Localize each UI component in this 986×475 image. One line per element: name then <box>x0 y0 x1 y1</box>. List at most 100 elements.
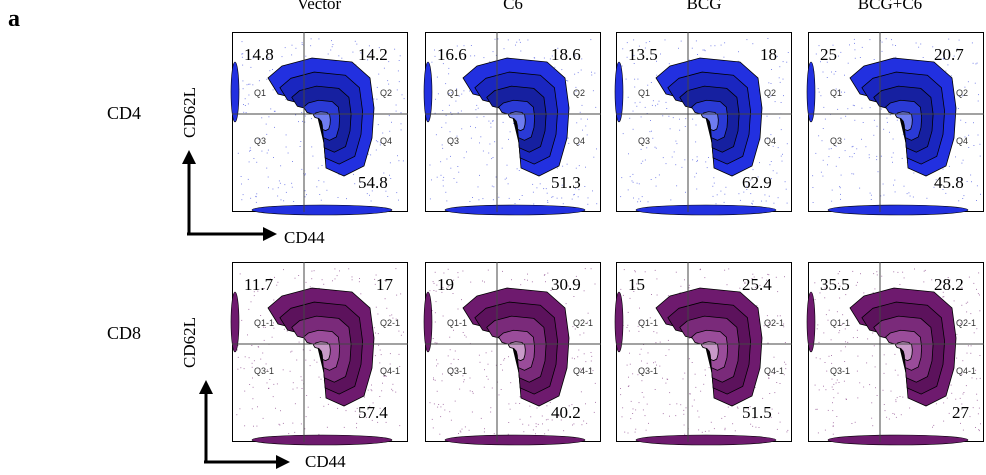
quadrant-q2-percent: 28.2 <box>934 275 964 294</box>
edge-population <box>806 61 816 123</box>
axis-arrows-row1 <box>182 150 277 241</box>
quadrant-q2-percent: 17 <box>376 275 393 294</box>
quadrant-q1-percent: 25 <box>820 45 837 64</box>
quadrant-label: Q1-1 <box>638 318 659 328</box>
row-label-cd4: CD4 <box>107 103 142 123</box>
edge-population <box>251 434 393 446</box>
quadrant-q1-percent: 13.5 <box>628 45 658 64</box>
flow-plot-cd4-3: 13.5 18 62.9 Q1 Q2 Q3 Q4 <box>614 32 792 216</box>
quadrant-q2-percent: 14.2 <box>358 45 388 64</box>
column-label-bcg-c6: BCG+C6 <box>857 0 923 13</box>
edge-population <box>230 61 240 123</box>
x-axis-label-cd44: CD44 <box>284 228 325 247</box>
y-axis-label-cd62l: CD62L <box>180 317 199 368</box>
density-contour <box>312 111 331 132</box>
edge-population <box>251 204 393 216</box>
quadrant-label: Q1 <box>254 88 267 98</box>
edge-population <box>423 291 433 353</box>
quadrant-label: Q3-1 <box>254 366 275 376</box>
quadrant-label: Q4 <box>764 136 777 146</box>
column-label-bcg: BCG <box>686 0 722 13</box>
quadrant-q2-percent: 18.6 <box>551 45 581 64</box>
quadrant-label: Q2-1 <box>956 318 977 328</box>
edge-population <box>444 204 586 216</box>
quadrant-q4-percent: 40.2 <box>551 403 581 422</box>
panel-letter: a <box>8 6 20 32</box>
quadrant-q4-percent: 57.4 <box>358 403 388 422</box>
quadrant-q4-percent: 62.9 <box>742 173 772 192</box>
quadrant-q1-percent: 16.6 <box>437 45 467 64</box>
flow-plot-cd4-1: 14.8 14.2 54.8 Q1 Q2 Q3 Q4 <box>230 32 408 216</box>
quadrant-label: Q1-1 <box>254 318 275 328</box>
density-contour <box>894 111 913 132</box>
density-contour <box>312 341 331 362</box>
quadrant-q1-percent: 15 <box>628 275 645 294</box>
edge-population <box>230 291 240 353</box>
x-axis-label-cd44: CD44 <box>305 452 346 471</box>
quadrant-label: Q2-1 <box>380 318 401 328</box>
edge-population <box>806 291 816 353</box>
quadrant-label: Q2 <box>380 88 393 98</box>
density-contour <box>700 111 719 132</box>
quadrant-label: Q3 <box>447 136 460 146</box>
density-contour <box>507 111 526 132</box>
density-contour <box>700 341 719 362</box>
quadrant-label: Q3-1 <box>447 366 468 376</box>
quadrant-q4-percent: 51.5 <box>742 403 772 422</box>
quadrant-label: Q4-1 <box>380 366 401 376</box>
quadrant-label: Q3-1 <box>830 366 851 376</box>
quadrant-q4-percent: 27 <box>952 403 969 422</box>
quadrant-q1-percent: 35.5 <box>820 275 850 294</box>
quadrant-q2-percent: 20.7 <box>934 45 964 64</box>
quadrant-label: Q4 <box>380 136 393 146</box>
flow-plot-cd4-4: 25 20.7 45.8 Q1 Q2 Q3 Q4 <box>806 32 984 216</box>
edge-population <box>444 434 586 446</box>
quadrant-label: Q1 <box>638 88 651 98</box>
edge-population <box>827 204 969 216</box>
y-axis-label-cd62l: CD62L <box>180 87 199 138</box>
edge-population <box>635 204 777 216</box>
column-label-vector: Vector <box>296 0 342 13</box>
quadrant-label: Q3-1 <box>638 366 659 376</box>
row-label-cd8: CD8 <box>107 323 142 343</box>
quadrant-label: Q4-1 <box>764 366 785 376</box>
edge-population <box>635 434 777 446</box>
flow-plot-cd8-1: 11.7 17 57.4 Q1-1 Q2-1 Q3-1 Q4-1 <box>230 262 408 446</box>
flow-plot-cd8-2: 19 30.9 40.2 Q1-1 Q2-1 Q3-1 Q4-1 <box>423 262 601 446</box>
axis-arrows-row2 <box>199 380 290 469</box>
density-contour <box>894 341 913 362</box>
quadrant-label: Q4 <box>956 136 969 146</box>
quadrant-label: Q2 <box>764 88 777 98</box>
quadrant-q4-percent: 45.8 <box>934 173 964 192</box>
quadrant-label: Q3 <box>830 136 843 146</box>
quadrant-label: Q1 <box>830 88 843 98</box>
flow-plot-cd4-2: 16.6 18.6 51.3 Q1 Q2 Q3 Q4 <box>423 32 601 216</box>
edge-population <box>614 291 624 353</box>
edge-population <box>827 434 969 446</box>
quadrant-q2-percent: 18 <box>760 45 777 64</box>
quadrant-label: Q1-1 <box>830 318 851 328</box>
quadrant-label: Q1-1 <box>447 318 468 328</box>
quadrant-label: Q2-1 <box>764 318 785 328</box>
flow-plot-cd8-3: 15 25.4 51.5 Q1-1 Q2-1 Q3-1 Q4-1 <box>614 262 792 446</box>
quadrant-label: Q3 <box>254 136 267 146</box>
quadrant-q1-percent: 19 <box>437 275 454 294</box>
density-contour <box>507 341 526 362</box>
quadrant-label: Q2 <box>956 88 969 98</box>
quadrant-label: Q4-1 <box>956 366 977 376</box>
quadrant-q2-percent: 25.4 <box>742 275 772 294</box>
quadrant-q4-percent: 54.8 <box>358 173 388 192</box>
edge-population <box>423 61 433 123</box>
quadrant-q2-percent: 30.9 <box>551 275 581 294</box>
quadrant-q1-percent: 14.8 <box>244 45 274 64</box>
quadrant-q1-percent: 11.7 <box>244 275 274 294</box>
quadrant-q4-percent: 51.3 <box>551 173 581 192</box>
edge-population <box>614 61 624 123</box>
column-label-c6: C6 <box>503 0 523 13</box>
flow-plot-cd8-4: 35.5 28.2 27 Q1-1 Q2-1 Q3-1 Q4-1 <box>806 262 984 446</box>
quadrant-label: Q1 <box>447 88 460 98</box>
quadrant-label: Q3 <box>638 136 651 146</box>
quadrant-label: Q4-1 <box>573 366 594 376</box>
quadrant-label: Q2-1 <box>573 318 594 328</box>
quadrant-label: Q2 <box>573 88 586 98</box>
